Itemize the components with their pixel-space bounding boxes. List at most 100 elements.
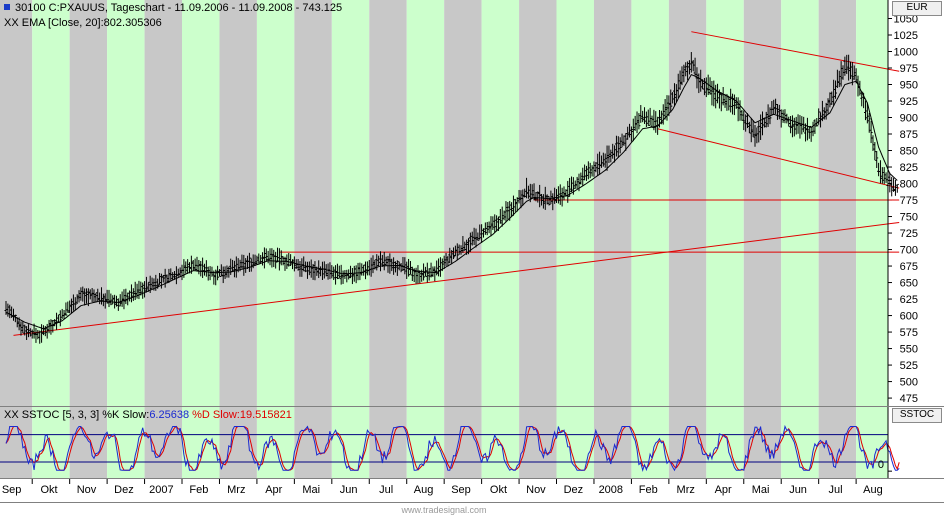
y-tick-label: 750 [900, 212, 918, 224]
x-tick-label: Feb [189, 484, 208, 496]
y-tick-label: 675 [900, 261, 918, 273]
stoch-panel-label[interactable]: SSTOC [892, 408, 942, 423]
month-band [781, 0, 819, 406]
y-tick-label: 1025 [894, 30, 918, 42]
month-band [818, 0, 857, 406]
month-bands [0, 0, 894, 478]
x-tick-label: 2007 [149, 484, 173, 496]
y-tick-label: 950 [900, 80, 918, 92]
month-band [856, 0, 894, 406]
month-band [481, 0, 520, 406]
month-band [706, 407, 744, 478]
x-tick-label: Feb [639, 484, 658, 496]
y-tick-label: 800 [900, 179, 918, 191]
month-band [256, 0, 295, 406]
ema-line [5, 73, 898, 330]
month-band [331, 407, 370, 478]
y-tick-label: 700 [900, 245, 918, 257]
month-band [32, 407, 70, 478]
month-band [0, 407, 33, 478]
stoch-k-value: 6.25638 [149, 409, 190, 421]
x-tick-label: Jun [340, 484, 358, 496]
x-tick-label: Mrz [677, 484, 695, 496]
month-band [631, 0, 669, 406]
x-tick-label: Mai [302, 484, 320, 496]
y-tick-label: 600 [900, 311, 918, 323]
y-tick-label: 725 [900, 228, 918, 240]
watermark: www.tradesignal.com [401, 505, 487, 515]
x-tick-label: Jul [379, 484, 393, 496]
y-tick-label: 850 [900, 146, 918, 158]
month-band [668, 407, 707, 478]
stoch-tick-label: 0 [878, 459, 884, 471]
month-band [331, 0, 370, 406]
stoch-k-line [5, 424, 900, 472]
y-tick-label: 500 [900, 377, 918, 389]
month-band [706, 0, 744, 406]
month-band [818, 407, 857, 478]
month-band [369, 407, 407, 478]
y-tick-label: 1050 [894, 13, 918, 25]
month-band [593, 407, 632, 478]
y-tick-label: 975 [900, 63, 918, 75]
x-tick-label: Jun [789, 484, 807, 496]
x-tick-label: 2008 [599, 484, 623, 496]
y-tick-label: 1000 [894, 46, 918, 58]
x-tick-label: Apr [715, 484, 732, 496]
month-band [294, 407, 332, 478]
x-tick-label: Mrz [227, 484, 245, 496]
y-tick-label: 875 [900, 129, 918, 141]
trendline [691, 31, 900, 72]
month-band [743, 407, 782, 478]
x-tick-label: Dez [564, 484, 584, 496]
month-band [0, 0, 33, 406]
x-tick-label: Aug [863, 484, 883, 496]
y-tick-label: 475 [900, 393, 918, 405]
price-bars [4, 52, 899, 344]
x-tick-label: Sep [451, 484, 471, 496]
y-tick-label: 525 [900, 360, 918, 372]
month-band [69, 0, 108, 406]
ema-legend: XX EMA [Close, 20]:802.305306 [4, 17, 162, 29]
month-band [743, 0, 782, 406]
y-tick-label: 825 [900, 162, 918, 174]
y-tick-label: 625 [900, 294, 918, 306]
month-band [593, 0, 632, 406]
currency-label[interactable]: EUR [892, 1, 942, 16]
month-band [294, 0, 332, 406]
trendline [13, 221, 900, 336]
instrument-label: 30100 C:PXAUUS, Tageschart - 11.09.2006 … [15, 2, 343, 14]
month-band [556, 0, 594, 406]
x-tick-label: Mai [752, 484, 770, 496]
stoch-d-line [5, 425, 900, 471]
stoch-d-value: 19.515821 [239, 409, 292, 421]
y-tick-label: 900 [900, 113, 918, 125]
month-band [668, 0, 707, 406]
y-tick-label: 550 [900, 344, 918, 356]
chart-title: 30100 C:PXAUUS, Tageschart - 11.09.2006 … [4, 2, 342, 14]
price-axis: 475 500 525 550 575 600 625 650 675 700 725 750 775 8… [888, 13, 918, 405]
stoch-label: XX SSTOC [5, 3, 3] %K Slow: [4, 409, 150, 421]
month-band [444, 407, 482, 478]
trendline [657, 128, 900, 189]
y-tick-label: 575 [900, 327, 918, 339]
series-marker-icon [4, 4, 10, 10]
trendlines [13, 31, 900, 336]
month-band [219, 0, 257, 406]
stoch-d-label: %D Slow: [192, 409, 240, 421]
month-band [182, 0, 220, 406]
month-band [519, 407, 557, 478]
ema-label: XX EMA [Close, 20]:802.305306 [4, 17, 162, 29]
y-tick-label: 775 [900, 195, 918, 207]
x-tick-label: Okt [490, 484, 507, 496]
x-tick-label: Nov [77, 484, 97, 496]
x-tick-label: Okt [41, 484, 58, 496]
month-band [69, 407, 108, 478]
x-tick-label: Aug [414, 484, 434, 496]
month-band [32, 0, 70, 406]
month-band [406, 0, 445, 406]
x-tick-label: Jul [828, 484, 842, 496]
month-band [856, 407, 894, 478]
x-tick-label: Sep [2, 484, 22, 496]
